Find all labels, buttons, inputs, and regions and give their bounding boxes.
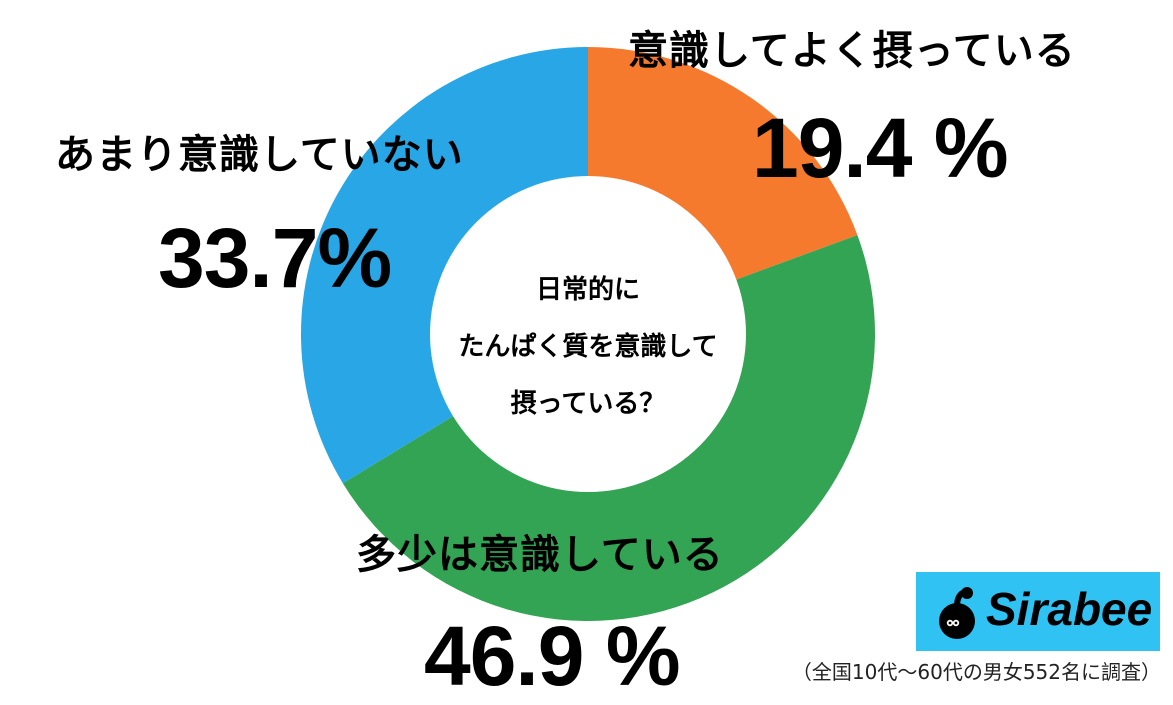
- center-question-line3: 摂っている？: [510, 389, 666, 419]
- value-not-conscious: 33.7%: [158, 211, 392, 305]
- value-often-take: 19.4 %: [752, 101, 1009, 195]
- sirabee-mascot-icon: [939, 587, 975, 639]
- label-often-take: 意識してよく摂っている: [628, 28, 1076, 74]
- value-somewhat-conscious: 46.9 %: [424, 609, 681, 703]
- sirabee-wordmark: Sirabee: [986, 583, 1153, 635]
- label-not-conscious: あまり意識していない: [55, 132, 464, 178]
- label-somewhat-conscious: 多少は意識している: [356, 532, 724, 578]
- center-question-line1: 日常的に: [535, 275, 640, 305]
- donut-hole: [430, 176, 746, 492]
- center-question: 日常的に たんぱく質を意識して 摂っている？: [430, 262, 746, 433]
- survey-footnote: （全国10代〜60代の男女552名に調査）: [791, 660, 1161, 684]
- sirabee-logo: Sirabee: [916, 572, 1160, 651]
- center-question-line2: たんぱく質を意識して: [458, 332, 718, 362]
